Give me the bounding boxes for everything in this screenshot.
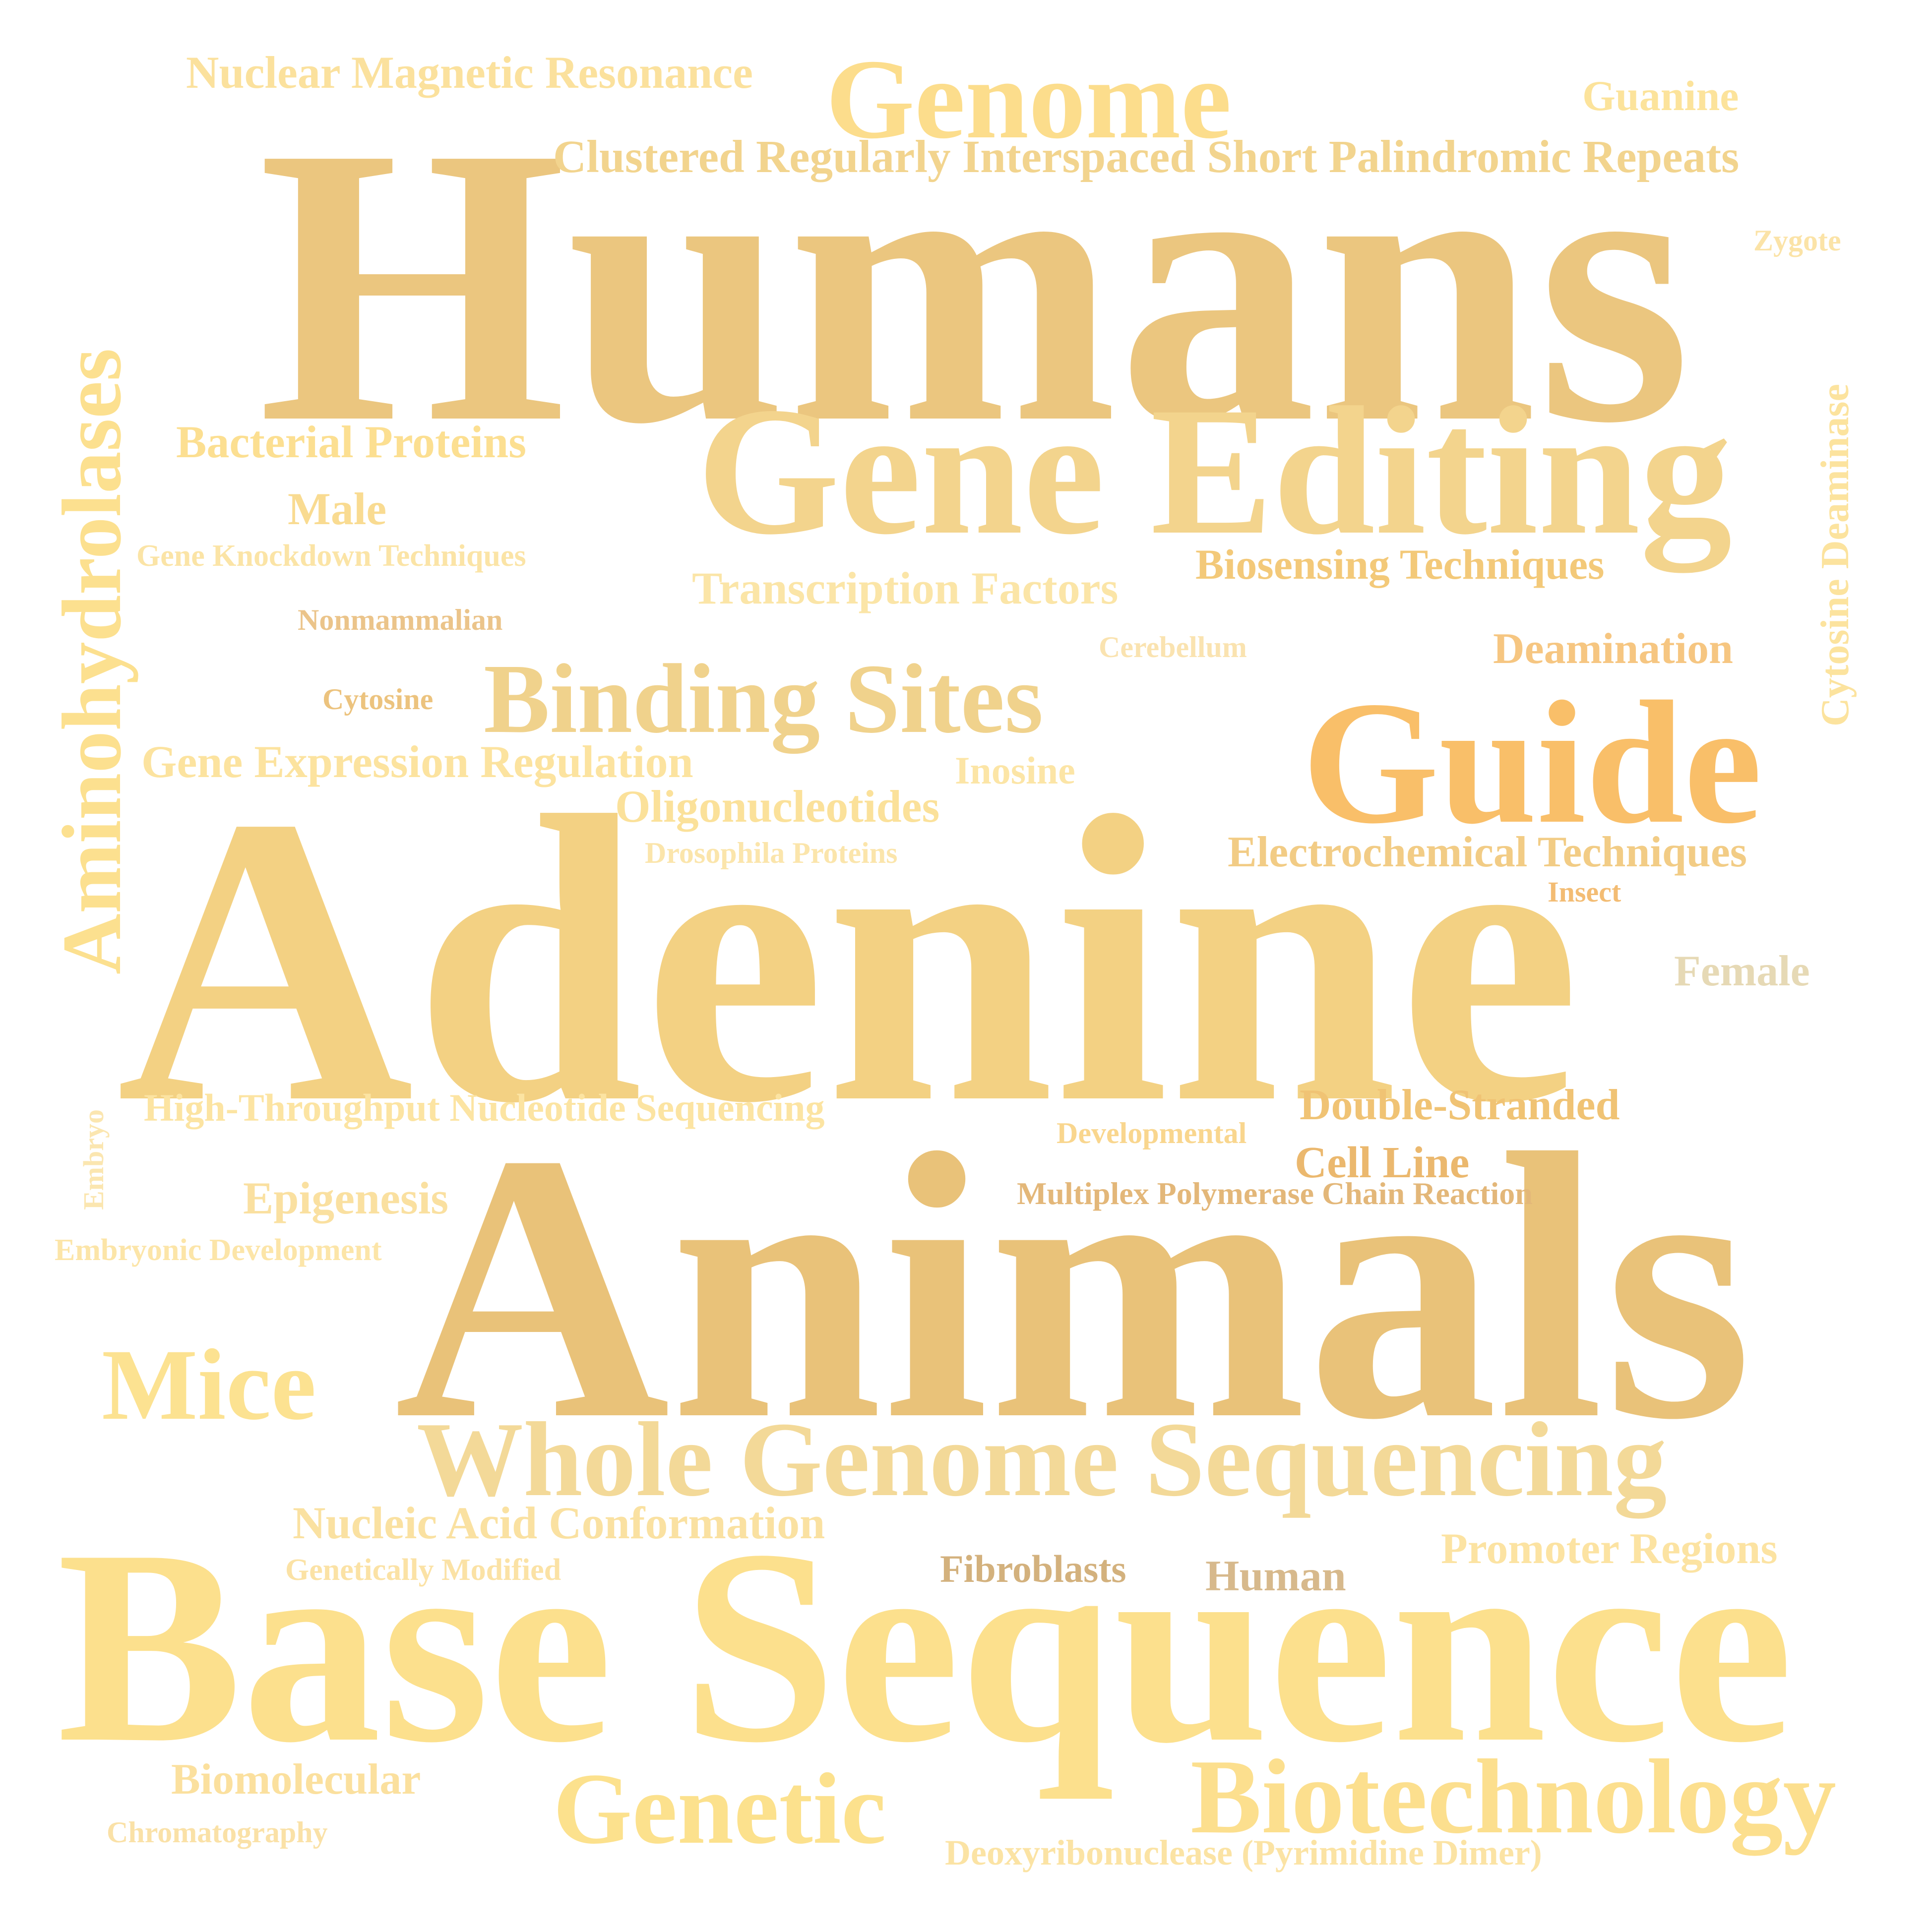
word-electrochemical-techniques: Electrochemical Techniques (1228, 828, 1747, 876)
word-chromatography: Chromatography (107, 1816, 328, 1849)
word-mice: Mice (102, 1328, 316, 1441)
word-aminohydrolases: Aminohydrolases (45, 348, 138, 974)
word-cytosine-deaminase: Cytosine Deaminase (1813, 383, 1857, 726)
word-high-throughput-nucleotide-sequencing: High-Throughput Nucleotide Sequencing (144, 1086, 825, 1129)
word-genome: Genome (826, 36, 1232, 162)
word-biotechnology: Biotechnology (1190, 1737, 1836, 1856)
word-promoter-regions: Promoter Regions (1441, 1525, 1778, 1573)
word-binding-sites: Binding Sites (484, 644, 1044, 754)
word-developmental: Developmental (1057, 1117, 1247, 1149)
word-biomolecular: Biomolecular (171, 1755, 421, 1804)
word-gene-expression-regulation: Gene Expression Regulation (141, 736, 693, 787)
word-clustered-regularly-interspaced-short-palindromic-repeats: Clustered Regularly Interspaced Short Pa… (553, 131, 1740, 182)
word-zygote: Zygote (1753, 224, 1841, 257)
word-biosensing-techniques: Biosensing Techniques (1195, 541, 1605, 588)
word-inosine: Inosine (955, 749, 1075, 792)
word-epigenesis: Epigenesis (243, 1173, 449, 1223)
word-embryo: Embryo (77, 1109, 110, 1210)
word-gene-knockdown-techniques: Gene Knockdown Techniques (136, 539, 526, 573)
word-human: Human (1205, 1552, 1346, 1600)
word-multiplex-polymerase-chain-reaction: Multiplex Polymerase Chain Reaction (1017, 1176, 1533, 1211)
word-guanine: Guanine (1582, 72, 1739, 120)
word-embryonic-development: Embryonic Development (55, 1233, 382, 1267)
word-cytosine: Cytosine (322, 683, 434, 716)
word-nonmammalian: Nonmammalian (298, 604, 503, 636)
word-base-sequence: Base Sequence (57, 1493, 1793, 1800)
word-gene-editing: Gene Editing (697, 369, 1732, 573)
word-insect: Insect (1548, 876, 1621, 908)
word-male: Male (288, 483, 387, 534)
word-deoxyribonuclease-pyrimidine-dimer: Deoxyribonuclease (Pyrimidine Dimer) (945, 1833, 1542, 1872)
word-drosophila-proteins: Drosophila Proteins (645, 837, 898, 869)
word-adenine: Adenine (117, 731, 1581, 1188)
word-genetic: Genetic (553, 1752, 886, 1865)
word-whole-genome-sequencing: Whole Genome Sequencing (417, 1400, 1667, 1518)
word-female: Female (1674, 947, 1810, 995)
word-deamination: Deamination (1493, 625, 1733, 673)
word-oligonucleotides: Oligonucleotides (615, 781, 940, 832)
word-nuclear-magnetic-resonance: Nuclear Magnetic Resonance (186, 47, 753, 98)
word-guide: Guide (1302, 665, 1762, 860)
word-nucleic-acid-conformation: Nucleic Acid Conformation (293, 1498, 825, 1548)
word-animals: Animals (394, 1075, 1753, 1498)
word-double-stranded: Double-Stranded (1300, 1081, 1620, 1129)
word-transcription-factors: Transcription Factors (692, 563, 1119, 613)
word-humans: Humans (258, 65, 1691, 505)
word-genetically-modified: Genetically Modified (285, 1553, 561, 1587)
word-cell-line: Cell Line (1295, 1138, 1470, 1187)
word-fibroblasts: Fibroblasts (940, 1547, 1126, 1590)
word-bacterial-proteins: Bacterial Proteins (176, 417, 526, 467)
word-cerebellum: Cerebellum (1099, 631, 1247, 664)
